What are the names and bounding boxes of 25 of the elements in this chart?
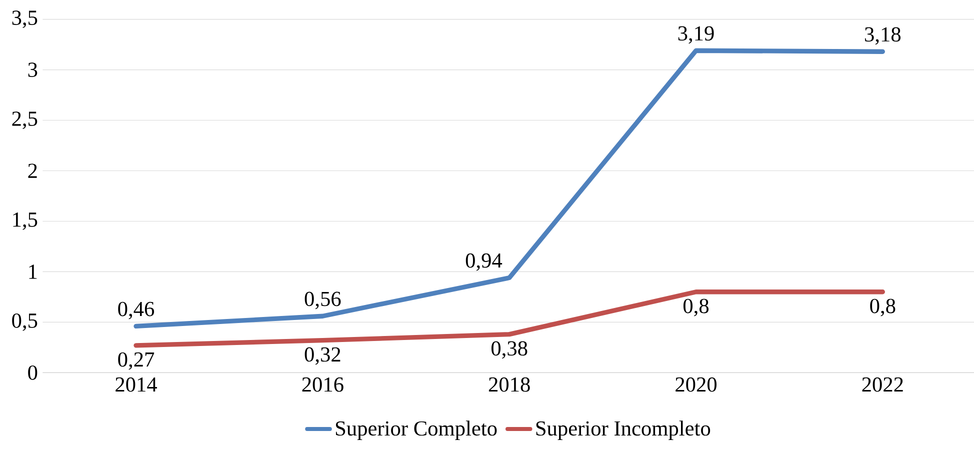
legend-label: Superior Completo (336, 420, 497, 440)
y-tick-label: 0,5 (12, 313, 38, 331)
x-tick-label: 2016 (302, 377, 344, 392)
x-tick-label: 2020 (676, 377, 717, 392)
data-label: 3,19 (678, 26, 714, 44)
y-tick-label: 3,5 (12, 10, 38, 28)
y-tick-label: 0 (28, 365, 38, 380)
data-label: 0,94 (466, 253, 502, 271)
legend-label: Superior Incompleto (536, 420, 710, 440)
data-label: 0,46 (118, 302, 154, 320)
data-label: 0,56 (304, 292, 341, 310)
y-tick-label: 3 (28, 62, 38, 77)
x-tick-label: 2014 (116, 377, 158, 392)
data-label: 0,32 (304, 347, 340, 365)
y-tick-label: 1 (29, 264, 37, 279)
y-tick-label: 2 (28, 164, 37, 178)
y-tick-label: 2,5 (12, 112, 38, 129)
data-label: 0,27 (118, 352, 154, 370)
y-tick-label: 1,5 (13, 212, 38, 230)
data-label: 0,8 (870, 298, 896, 316)
data-label: 0,38 (491, 341, 528, 359)
x-tick-label: 2022 (862, 377, 903, 392)
x-tick-label: 2018 (488, 377, 530, 392)
data-label: 3,18 (865, 27, 901, 45)
data-label: 0,8 (683, 298, 709, 316)
